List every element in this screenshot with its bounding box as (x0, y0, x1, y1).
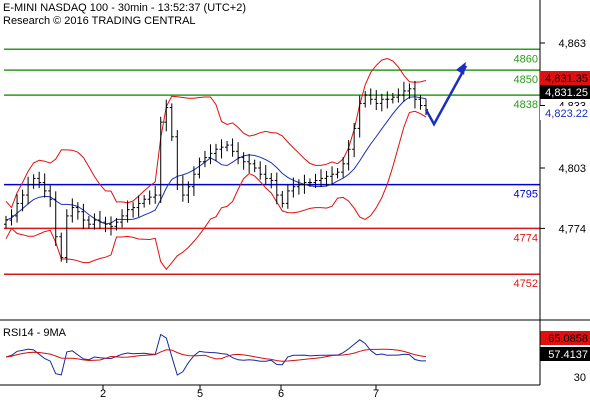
current-price-tag-bg (540, 85, 590, 99)
x-tick-label: 7 (373, 388, 379, 400)
chart-title: E-MINI NASDAQ 100 - 30min - 13:52:37 (UT… (3, 2, 246, 14)
candles-layer (4, 80, 428, 263)
rsi-tag-2-bg (540, 347, 590, 361)
upper-band (5, 57, 427, 209)
rsi-label: RSI14 - 9MA (3, 327, 66, 339)
level-label: 4850 (514, 74, 538, 86)
current-price-tag: 4,831.25 (545, 87, 588, 99)
price-tags: 4,831.35 4,831.25 4,823.22 (540, 71, 590, 120)
level-label: 4795 (514, 189, 538, 201)
forecast-layer (424, 61, 468, 127)
target-price-tag-bg (540, 106, 590, 120)
rsi-tag-1-bg (540, 331, 590, 345)
rsi-tag-2: 57.4137 (548, 349, 588, 361)
level-label: 4752 (514, 278, 538, 290)
resistance-tag-bg (540, 71, 590, 85)
rsi-ma-line (5, 348, 427, 362)
y-tick-label: 4,863 (558, 38, 586, 50)
level-label: 4860 (514, 53, 538, 65)
x-tick-label: 2 (100, 388, 106, 400)
x-tick-label: 6 (278, 388, 284, 400)
forecast-arrow (424, 65, 468, 127)
level-label: 4774 (514, 232, 538, 244)
y-tick-label: 4,803 (558, 163, 586, 175)
x-tick-label: 5 (197, 388, 203, 400)
rsi-tick-30: 30 (574, 372, 586, 384)
rsi-tag-1: 65.0858 (548, 333, 588, 345)
rsi-panel: 65.0858 57.4137 30 (5, 331, 590, 384)
rsi-line (5, 333, 426, 376)
resistance-tag: 4,831.35 (545, 73, 588, 85)
research-credit: Research © 2016 TRADING CENTRAL (3, 15, 196, 27)
lower-band (5, 110, 427, 271)
y-tick-label: 4,774 (558, 223, 586, 235)
level-label: 4838 (514, 99, 538, 111)
forecast-arrowhead (456, 61, 466, 75)
target-price-tag: 4,823.22 (545, 108, 588, 120)
